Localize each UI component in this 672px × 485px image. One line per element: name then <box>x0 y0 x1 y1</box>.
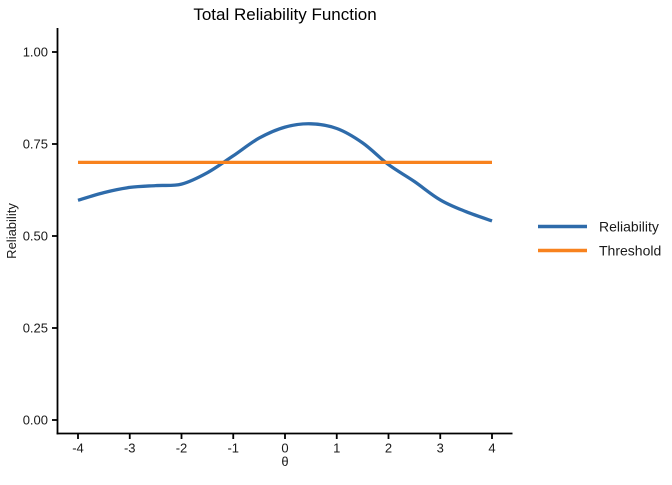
x-tick-label: -3 <box>124 441 136 456</box>
legend: Reliability Threshold <box>538 219 661 259</box>
x-tick-label: -2 <box>176 441 188 456</box>
reliability-line <box>77 122 493 223</box>
x-tick-label: 2 <box>385 441 392 456</box>
y-axis-label: Reliability <box>4 203 19 259</box>
legend-label-threshold: Threshold <box>599 243 661 259</box>
x-axis-ticks: -4 -3 -2 -1 0 1 2 3 4 <box>72 433 496 456</box>
x-tick-label: -1 <box>227 441 239 456</box>
x-tick-label: -4 <box>72 441 84 456</box>
y-tick-label: 0.50 <box>23 229 48 244</box>
chart-title: Total Reliability Function <box>193 5 376 24</box>
legend-item-reliability: Reliability <box>538 219 659 235</box>
y-axis-ticks: 0.00 0.25 0.50 0.75 1.00 <box>23 45 58 428</box>
legend-item-threshold: Threshold <box>538 243 661 259</box>
y-tick-label: 0.75 <box>23 137 48 152</box>
series-layer <box>77 122 493 223</box>
y-tick-label: 0.00 <box>23 413 48 428</box>
x-tick-label: 3 <box>437 441 444 456</box>
legend-label-reliability: Reliability <box>599 219 659 235</box>
y-tick-label: 0.25 <box>23 321 48 336</box>
x-tick-label: 0 <box>281 441 288 456</box>
x-tick-label: 4 <box>488 441 495 456</box>
x-tick-label: 1 <box>333 441 340 456</box>
x-axis-label: θ <box>281 454 288 469</box>
y-tick-label: 1.00 <box>23 45 48 60</box>
